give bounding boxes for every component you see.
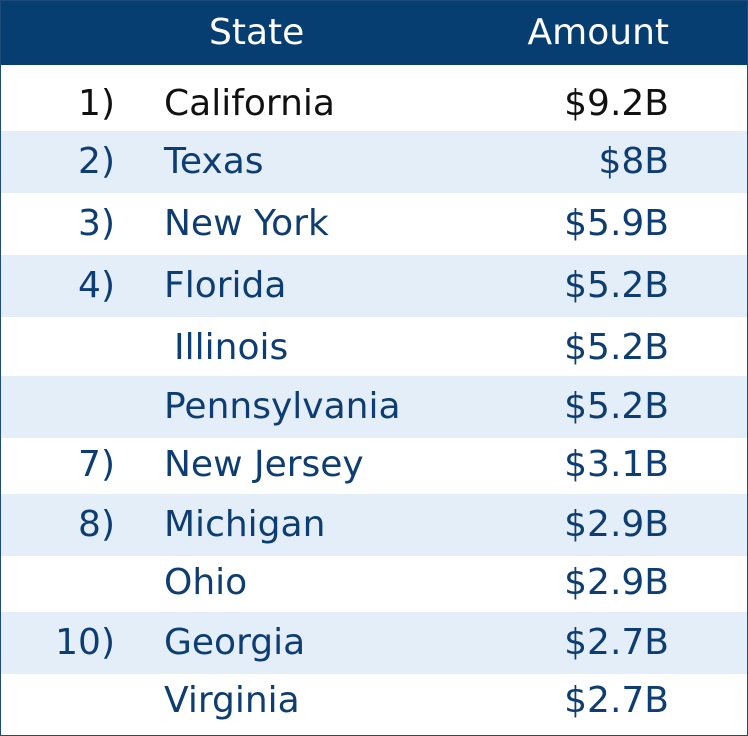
state-cell: Michigan bbox=[164, 504, 326, 545]
amount-column-header: Amount bbox=[527, 12, 669, 53]
amount-cell: $3.1B bbox=[564, 444, 669, 485]
state-cell: Florida bbox=[164, 265, 287, 306]
state-cell: New York bbox=[164, 203, 329, 244]
amount-cell: $8B bbox=[598, 141, 669, 182]
state-cell: Virginia bbox=[164, 680, 300, 721]
rank-cell: 10) bbox=[55, 622, 115, 663]
table-row: 7) New Jersey $3.1B bbox=[1, 434, 747, 496]
table-row: 1) California $9.2B bbox=[1, 73, 747, 135]
state-cell: Georgia bbox=[164, 622, 306, 663]
rank-cell: 8) bbox=[78, 504, 115, 545]
rank-cell: 2) bbox=[78, 141, 115, 182]
amount-cell: $2.7B bbox=[564, 622, 669, 663]
rank-cell: 4) bbox=[78, 265, 115, 306]
amount-cell: $9.2B bbox=[564, 83, 669, 124]
rank-cell: 3) bbox=[78, 203, 115, 244]
state-cell: Illinois bbox=[174, 327, 289, 368]
table-row: 4) Florida $5.2B bbox=[1, 255, 747, 317]
state-cell: Pennsylvania bbox=[164, 386, 401, 427]
amount-cell: $2.7B bbox=[564, 680, 669, 721]
table-row: 2) Texas $8B bbox=[1, 131, 747, 193]
amount-cell: $5.2B bbox=[564, 327, 669, 368]
amount-cell: $5.9B bbox=[564, 203, 669, 244]
table-header: State Amount bbox=[1, 1, 747, 65]
state-cell: California bbox=[164, 83, 335, 124]
table-row: Pennsylvania $5.2B bbox=[1, 376, 747, 438]
amount-cell: $2.9B bbox=[564, 562, 669, 603]
state-cell: Ohio bbox=[164, 562, 248, 603]
amount-cell: $5.2B bbox=[564, 386, 669, 427]
table-row: Ohio $2.9B bbox=[1, 552, 747, 614]
rank-cell: 7) bbox=[78, 444, 115, 485]
state-cell: Texas bbox=[164, 141, 264, 182]
state-column-header: State bbox=[209, 12, 305, 53]
table-row: Illinois $5.2B bbox=[1, 317, 747, 379]
table-row: 8) Michigan $2.9B bbox=[1, 494, 747, 556]
rank-cell: 1) bbox=[78, 83, 115, 124]
amount-cell: $2.9B bbox=[564, 504, 669, 545]
table-row: 10) Georgia $2.7B bbox=[1, 612, 747, 674]
table-row: 3) New York $5.9B bbox=[1, 193, 747, 255]
state-cell: New Jersey bbox=[164, 444, 364, 485]
table-row: Virginia $2.7B bbox=[1, 670, 747, 732]
amount-cell: $5.2B bbox=[564, 265, 669, 306]
